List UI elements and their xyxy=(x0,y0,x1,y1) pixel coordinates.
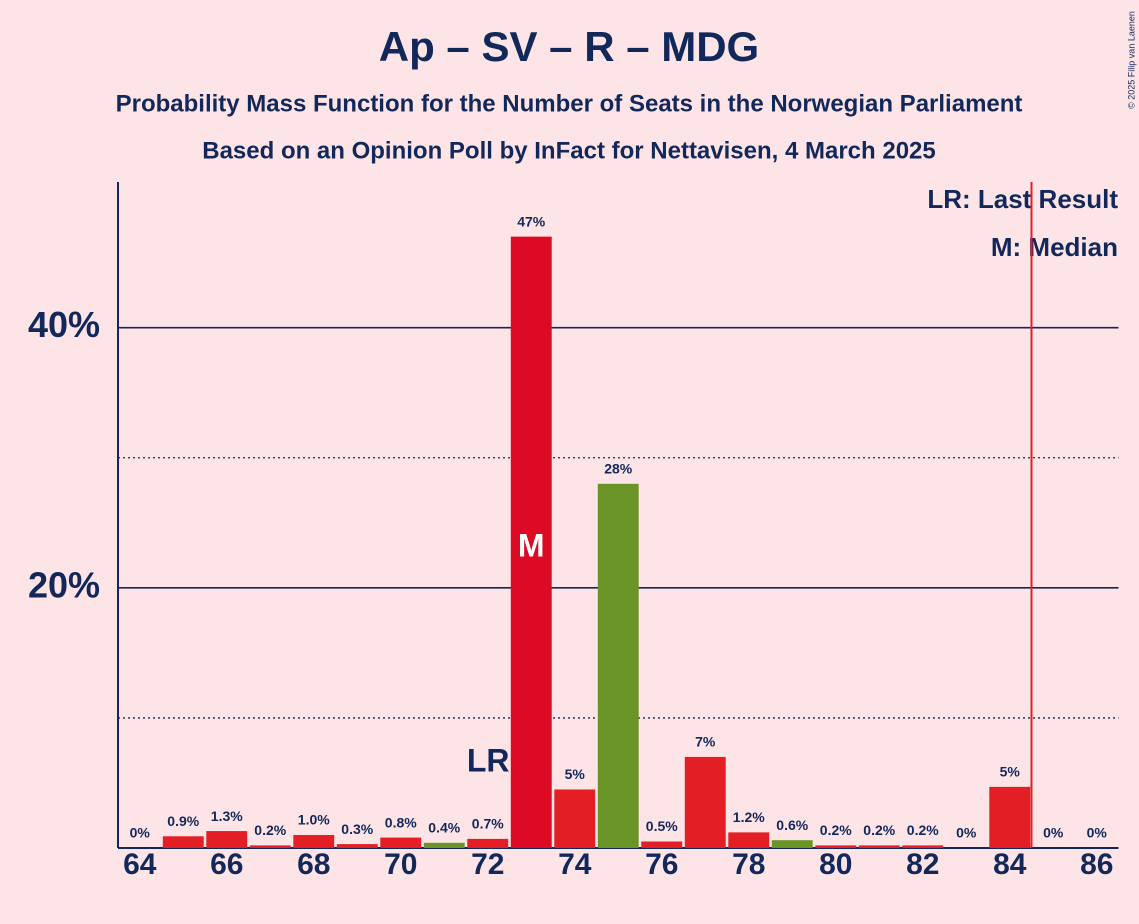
subtitle: Based on an Opinion Poll by InFact for N… xyxy=(202,137,936,164)
value-label: 0.2% xyxy=(820,822,852,838)
bar xyxy=(902,845,944,848)
value-label: 47% xyxy=(517,213,546,229)
bar xyxy=(467,838,509,848)
bar xyxy=(641,841,683,848)
x-tick-label: 74 xyxy=(558,848,592,881)
x-tick-label: 66 xyxy=(210,848,243,881)
value-label: 28% xyxy=(604,460,633,476)
last-result-label: LR xyxy=(467,742,510,778)
value-label: 1.3% xyxy=(211,808,243,824)
bar xyxy=(336,844,378,848)
value-label: 0% xyxy=(1043,825,1064,841)
value-label: 0.9% xyxy=(167,813,199,829)
value-label: 0.7% xyxy=(472,816,504,832)
value-label: 7% xyxy=(695,734,716,750)
x-tick-label: 68 xyxy=(297,848,330,881)
copyright: © 2025 Filip van Laenen xyxy=(1126,11,1136,109)
x-tick-label: 82 xyxy=(906,848,939,881)
bar xyxy=(684,756,726,848)
x-tick-label: 64 xyxy=(123,848,157,881)
bar xyxy=(162,836,204,848)
x-tick-label: 86 xyxy=(1080,848,1113,881)
subtitle: Probability Mass Function for the Number… xyxy=(116,90,1023,117)
value-label: 0% xyxy=(956,825,977,841)
value-label: 5% xyxy=(1000,764,1021,780)
value-label: 0.2% xyxy=(254,822,286,838)
bar xyxy=(815,845,857,848)
x-tick-label: 76 xyxy=(645,848,678,881)
bar xyxy=(206,831,248,848)
bar xyxy=(380,837,422,848)
value-label: 1.0% xyxy=(298,812,330,828)
value-label: 0.5% xyxy=(646,818,678,834)
value-label: 0.6% xyxy=(776,817,808,833)
value-label: 0.2% xyxy=(863,822,895,838)
bar xyxy=(597,483,639,848)
median-label: M xyxy=(518,527,545,563)
bar xyxy=(989,786,1031,848)
x-tick-label: 72 xyxy=(471,848,504,881)
x-tick-label: 78 xyxy=(732,848,765,881)
value-label: 0.3% xyxy=(341,821,373,837)
bar xyxy=(858,845,900,848)
value-label: 0% xyxy=(130,825,151,841)
x-tick-label: 70 xyxy=(384,848,417,881)
x-tick-label: 80 xyxy=(819,848,852,881)
bar xyxy=(554,789,596,848)
legend-entry: LR: Last Result xyxy=(927,184,1118,214)
bar xyxy=(510,236,552,848)
chart-title: Ap – SV – R – MDG xyxy=(379,23,759,70)
x-tick-label: 84 xyxy=(993,848,1027,881)
value-label: 0.2% xyxy=(907,822,939,838)
value-label: 0% xyxy=(1087,825,1108,841)
bar xyxy=(771,840,813,848)
value-label: 5% xyxy=(565,766,586,782)
bar xyxy=(293,834,335,848)
y-tick-label: 20% xyxy=(28,564,100,605)
y-tick-label: 40% xyxy=(28,304,100,345)
value-label: 1.2% xyxy=(733,809,765,825)
legend-entry: M: Median xyxy=(991,232,1118,262)
value-label: 0.4% xyxy=(428,820,460,836)
bar xyxy=(249,845,291,848)
bar xyxy=(728,832,770,848)
value-label: 0.8% xyxy=(385,814,417,830)
bar xyxy=(423,842,465,848)
